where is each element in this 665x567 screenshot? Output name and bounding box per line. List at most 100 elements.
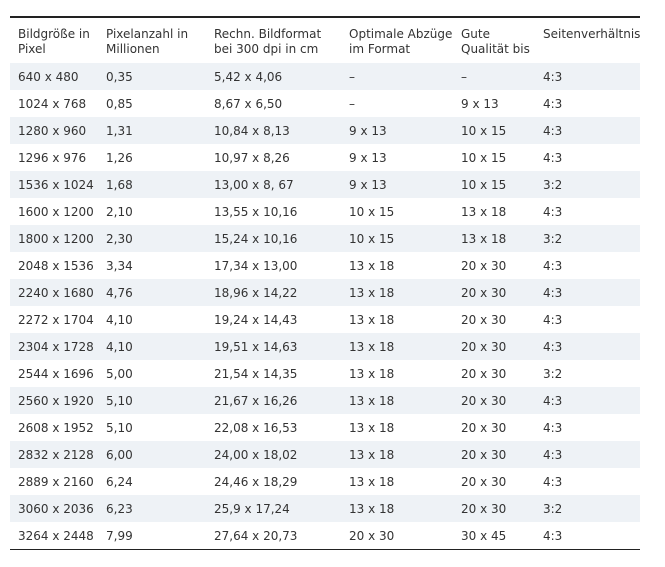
cell-aspect-ratio: 3:2: [543, 366, 563, 381]
cell-aspect-ratio: 4:3: [543, 447, 563, 462]
cell-pixel-count: 4,10: [106, 339, 133, 354]
cell-image-size: 2272 x 1704: [18, 312, 94, 327]
cell-aspect-ratio: 4:3: [543, 285, 563, 300]
cell-pixel-count: 1,68: [106, 177, 133, 192]
cell-good-quality: 20 x 30: [461, 501, 507, 516]
table-body: 640 x 480 0,35 5,42 x 4,06 – – 4:3 1024 x 768 0…: [10, 63, 640, 550]
cell-good-quality: 20 x 30: [461, 366, 507, 381]
cell-image-size: 1800 x 1200: [18, 231, 94, 246]
table-row: 2240 x 1680 4,76 18,96 x 14,22 13 x 18 20 x …: [10, 279, 640, 306]
cell-print-size: 27,64 x 20,73: [214, 528, 298, 543]
header-pixel-count: Pixelanzahl in Millionen: [106, 27, 189, 56]
cell-aspect-ratio: 4:3: [543, 528, 563, 543]
cell-optimal-prints: 13 x 18: [349, 447, 395, 462]
cell-print-size: 17,34 x 13,00: [214, 258, 298, 273]
cell-aspect-ratio: 3:2: [543, 231, 563, 246]
table-row: 2272 x 1704 4,10 19,24 x 14,43 13 x 18 20 x …: [10, 306, 640, 333]
cell-pixel-count: 1,31: [106, 123, 133, 138]
cell-pixel-count: 2,10: [106, 204, 133, 219]
cell-pixel-count: 5,00: [106, 366, 133, 381]
cell-optimal-prints: 9 x 13: [349, 150, 387, 165]
cell-print-size: 21,54 x 14,35: [214, 366, 298, 381]
table-row: 2832 x 2128 6,00 24,00 x 18,02 13 x 18 20 x …: [10, 441, 640, 468]
cell-aspect-ratio: 4:3: [543, 312, 563, 327]
cell-good-quality: 10 x 15: [461, 177, 507, 192]
cell-optimal-prints: 10 x 15: [349, 231, 395, 246]
cell-optimal-prints: 13 x 18: [349, 474, 395, 489]
cell-pixel-count: 7,99: [106, 528, 133, 543]
cell-aspect-ratio: 4:3: [543, 123, 563, 138]
cell-pixel-count: 6,00: [106, 447, 133, 462]
cell-aspect-ratio: 4:3: [543, 69, 563, 84]
cell-optimal-prints: 9 x 13: [349, 123, 387, 138]
cell-image-size: 1296 x 976: [18, 150, 87, 165]
table-row: 2304 x 1728 4,10 19,51 x 14,63 13 x 18 20 x …: [10, 333, 640, 360]
cell-pixel-count: 0,85: [106, 96, 133, 111]
cell-print-size: 13,00 x 8, 67: [214, 177, 294, 192]
cell-image-size: 2608 x 1952: [18, 420, 94, 435]
cell-print-size: 25,9 x 17,24: [214, 501, 290, 516]
cell-good-quality: 13 x 18: [461, 231, 507, 246]
cell-print-size: 13,55 x 10,16: [214, 204, 298, 219]
cell-pixel-count: 0,35: [106, 69, 133, 84]
table-row: 1600 x 1200 2,10 13,55 x 10,16 10 x 15 13 x …: [10, 198, 640, 225]
header-optimal-prints: Optimale Abzüge im Format: [349, 27, 453, 56]
resolution-table: Bildgröße in Pixel Pixelanzahl in Millio…: [10, 16, 640, 550]
cell-pixel-count: 4,10: [106, 312, 133, 327]
cell-print-size: 5,42 x 4,06: [214, 69, 283, 84]
cell-aspect-ratio: 3:2: [543, 501, 563, 516]
cell-optimal-prints: 13 x 18: [349, 420, 395, 435]
cell-pixel-count: 6,23: [106, 501, 133, 516]
cell-print-size: 19,51 x 14,63: [214, 339, 298, 354]
cell-good-quality: 10 x 15: [461, 123, 507, 138]
cell-good-quality: –: [461, 69, 467, 84]
cell-image-size: 640 x 480: [18, 69, 79, 84]
cell-pixel-count: 3,34: [106, 258, 133, 273]
cell-optimal-prints: 13 x 18: [349, 258, 395, 273]
cell-good-quality: 10 x 15: [461, 150, 507, 165]
cell-aspect-ratio: 4:3: [543, 339, 563, 354]
cell-print-size: 18,96 x 14,22: [214, 285, 298, 300]
cell-image-size: 1536 x 1024: [18, 177, 94, 192]
cell-optimal-prints: –: [349, 69, 355, 84]
cell-good-quality: 20 x 30: [461, 447, 507, 462]
cell-aspect-ratio: 4:3: [543, 474, 563, 489]
cell-aspect-ratio: 4:3: [543, 393, 563, 408]
cell-optimal-prints: 13 x 18: [349, 312, 395, 327]
table-row: 2608 x 1952 5,10 22,08 x 16,53 13 x 18 20 x …: [10, 414, 640, 441]
table-row: 1280 x 960 1,31 10,84 x 8,13 9 x 13 10 x 15 4…: [10, 117, 640, 144]
cell-image-size: 2048 x 1536: [18, 258, 94, 273]
cell-pixel-count: 5,10: [106, 420, 133, 435]
header-good-quality: Gute Qualität bis: [461, 27, 530, 56]
cell-image-size: 2240 x 1680: [18, 285, 94, 300]
table-row: 2544 x 1696 5,00 21,54 x 14,35 13 x 18 20 x …: [10, 360, 640, 387]
cell-aspect-ratio: 4:3: [543, 204, 563, 219]
cell-pixel-count: 5,10: [106, 393, 133, 408]
cell-print-size: 19,24 x 14,43: [214, 312, 298, 327]
cell-image-size: 1280 x 960: [18, 123, 87, 138]
table-row: 2889 x 2160 6,24 24,46 x 18,29 13 x 18 20 x …: [10, 468, 640, 495]
cell-image-size: 3060 x 2036: [18, 501, 94, 516]
table-row: 1800 x 1200 2,30 15,24 x 10,16 10 x 15 13 x …: [10, 225, 640, 252]
cell-good-quality: 30 x 45: [461, 528, 507, 543]
cell-good-quality: 9 x 13: [461, 96, 499, 111]
header-aspect-ratio: Seitenverhältnis: [543, 27, 641, 41]
table-row: 640 x 480 0,35 5,42 x 4,06 – – 4:3: [10, 63, 640, 90]
cell-optimal-prints: 13 x 18: [349, 285, 395, 300]
cell-image-size: 2832 x 2128: [18, 447, 94, 462]
cell-print-size: 10,84 x 8,13: [214, 123, 290, 138]
cell-pixel-count: 4,76: [106, 285, 133, 300]
cell-image-size: 1600 x 1200: [18, 204, 94, 219]
table-row: 1024 x 768 0,85 8,67 x 6,50 – 9 x 13 4:3: [10, 90, 640, 117]
cell-good-quality: 13 x 18: [461, 204, 507, 219]
cell-good-quality: 20 x 30: [461, 285, 507, 300]
resolution-table-container: Bildgröße in Pixel Pixelanzahl in Millio…: [10, 16, 640, 550]
cell-aspect-ratio: 4:3: [543, 96, 563, 111]
cell-print-size: 10,97 x 8,26: [214, 150, 290, 165]
cell-aspect-ratio: 4:3: [543, 150, 563, 165]
cell-optimal-prints: 13 x 18: [349, 339, 395, 354]
cell-optimal-prints: 13 x 18: [349, 366, 395, 381]
cell-print-size: 24,00 x 18,02: [214, 447, 298, 462]
cell-optimal-prints: –: [349, 96, 355, 111]
cell-print-size: 24,46 x 18,29: [214, 474, 298, 489]
